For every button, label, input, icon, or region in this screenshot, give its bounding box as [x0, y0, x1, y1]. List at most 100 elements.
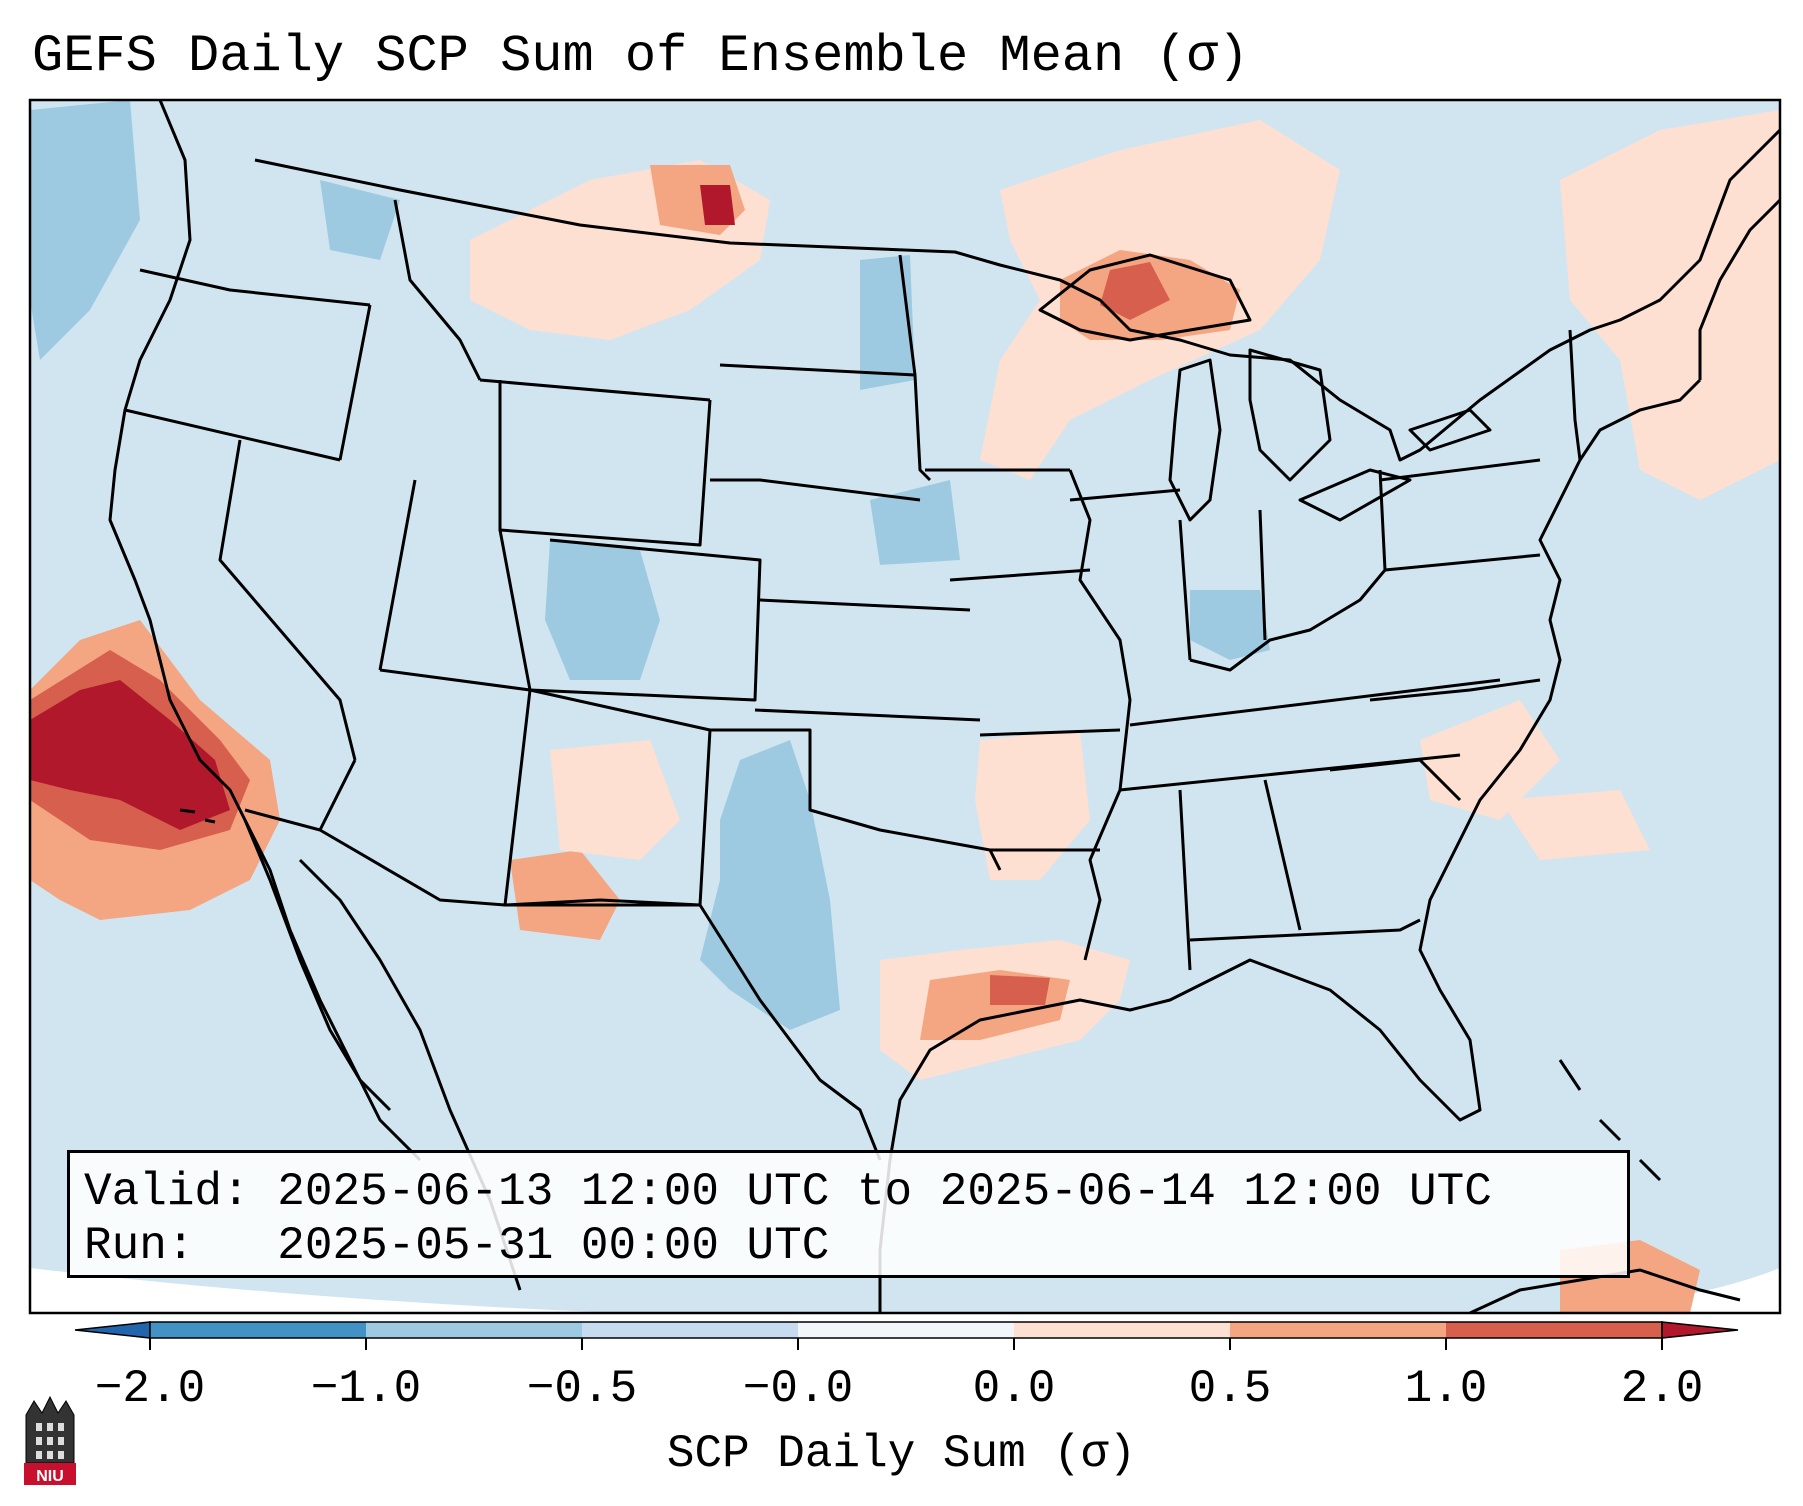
anomaly-pacific-strong	[30, 680, 230, 830]
border-ok-tx	[710, 728, 1002, 871]
border-nv-ut	[378, 479, 417, 671]
anomaly-west-texas	[700, 740, 840, 1030]
border-co	[529, 538, 762, 702]
colorbar-extend-low	[74, 1321, 151, 1339]
border-pa-south	[1384, 553, 1541, 572]
border-ks-ok	[754, 708, 981, 722]
niu-logo: NIU	[24, 1395, 76, 1485]
border-ia-mo	[949, 568, 1091, 582]
lake-michigan	[1168, 358, 1222, 522]
valid-label: Valid:	[84, 1166, 250, 1218]
border-wi-il	[1069, 488, 1181, 502]
border-ky-tn	[1129, 678, 1501, 727]
border-al-ga	[1263, 779, 1302, 931]
border-ms-al	[1178, 789, 1192, 971]
border-ne-ks	[759, 598, 971, 612]
border-mt-wy	[479, 378, 711, 402]
border-wy	[498, 380, 712, 547]
colorbar	[74, 1321, 1739, 1350]
colorbar-tick-label: 0.5	[1188, 1363, 1272, 1415]
channel-islands	[179, 808, 216, 824]
border-ohio-river	[1189, 569, 1387, 672]
anomaly-nd-peak	[700, 185, 735, 225]
anomaly-shading	[30, 100, 1780, 1313]
colorbar-tick-label: −2.0	[94, 1363, 206, 1415]
anomaly-gulf-peak	[990, 975, 1050, 1005]
border-ga-fl	[1189, 918, 1421, 942]
colorbar-label: SCP Daily Sum (σ)	[666, 1428, 1137, 1480]
border-wa-or	[139, 268, 371, 307]
border-id-mt	[393, 199, 482, 381]
run-value: 2025-05-31 00:00 UTC	[277, 1220, 830, 1272]
border-oh-pa	[1378, 469, 1387, 571]
colorbar-tick-label: −1.0	[310, 1363, 422, 1415]
border-or-id	[338, 304, 372, 461]
border-nd-sd	[719, 363, 916, 377]
border-nc-sc	[1329, 758, 1462, 802]
validity-box: Valid: 2025-06-13 12:00 UTC to 2025-06-1…	[67, 1150, 1630, 1278]
logo-windows	[36, 1423, 64, 1459]
map-title: GEFS Daily SCP Sum of Ensemble Mean (σ)	[32, 27, 1249, 86]
colorbar-bin-3	[582, 1322, 798, 1338]
colorbar-tick-label: −0.0	[742, 1363, 854, 1415]
border-dakotas-mn	[898, 254, 932, 482]
boundaries	[108, 100, 1780, 1313]
coastline-gulf	[878, 378, 1702, 1313]
run-label: Run:	[84, 1220, 195, 1272]
colorbar-bin-6	[1230, 1322, 1446, 1338]
anomaly-washington	[320, 180, 400, 260]
anomaly-colorado	[545, 540, 660, 680]
anomaly-pacific-nw	[30, 100, 140, 360]
coastline-northeast	[1698, 198, 1780, 380]
border-ut-co	[498, 529, 532, 691]
colorbar-bin-1	[150, 1322, 366, 1338]
border-in-oh	[1258, 509, 1267, 641]
logo-banner	[24, 1463, 76, 1485]
projection-edge-right	[1560, 1268, 1780, 1313]
colorbar-tick-label: 1.0	[1404, 1363, 1488, 1415]
anomaly-kansas	[870, 480, 960, 565]
coastline-baja	[243, 819, 392, 1112]
valid-value: 2025-06-13 12:00 UTC to 2025-06-14 12:00…	[277, 1166, 1492, 1218]
anomaly-carolinas	[1420, 700, 1560, 820]
map-frame	[28, 98, 1782, 1315]
projection-edge-left	[30, 1268, 620, 1313]
border-canada	[254, 128, 1780, 462]
anomaly-new-mexico	[510, 850, 620, 940]
logo-text: NIU	[36, 1468, 64, 1485]
anomaly-atlantic	[1500, 790, 1650, 860]
colorbar-tick-marks	[149, 1338, 1663, 1350]
colorbar-bin-4	[798, 1322, 1014, 1338]
border-nm-tx	[505, 688, 712, 907]
anomaly-south-dakota	[860, 255, 915, 390]
anomaly-northeast	[1560, 110, 1780, 500]
colorbar-bin-2	[366, 1322, 582, 1338]
colorbar-tick-label: 2.0	[1620, 1363, 1704, 1415]
border-pa-ny	[1379, 458, 1541, 482]
colorbar-bin-7	[1446, 1322, 1662, 1338]
colorbar-tick-label: 0.0	[972, 1363, 1056, 1415]
border-az-nm	[503, 689, 532, 906]
border-or-ca	[124, 408, 341, 462]
bahamas	[1558, 1059, 1662, 1182]
colorbar-tick-label: −0.5	[526, 1363, 638, 1415]
anomaly-indiana	[1190, 590, 1270, 660]
border-mississippi	[1068, 469, 1132, 961]
anomaly-superior-core	[1100, 262, 1170, 320]
lake-huron	[1248, 348, 1332, 482]
coastline-west	[108, 100, 422, 1162]
border-il-in	[1178, 519, 1192, 661]
border-ut-az	[379, 668, 531, 692]
border-sd-ne	[710, 478, 921, 502]
border-va	[1369, 678, 1541, 702]
anomaly-mid-south	[975, 730, 1090, 880]
colorbar-bin-5	[1014, 1322, 1230, 1338]
lake-superior	[1038, 253, 1252, 342]
border-nv	[218, 439, 357, 761]
lake-erie	[1298, 468, 1412, 522]
colorbar-extend-high	[1661, 1321, 1739, 1339]
border-mo-ar	[979, 728, 1121, 737]
border-new-england	[1568, 329, 1582, 461]
lake-ontario	[1408, 408, 1492, 452]
